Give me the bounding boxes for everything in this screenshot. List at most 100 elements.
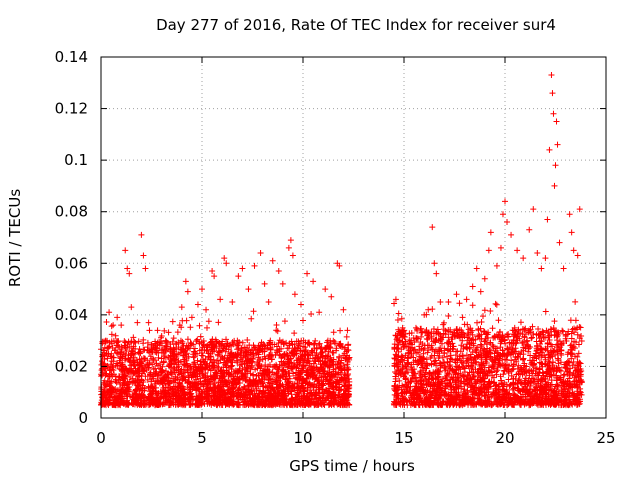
roti-point: [329, 349, 336, 356]
roti-point: [229, 339, 236, 346]
roti-point: [139, 387, 146, 394]
roti-point: [170, 375, 177, 382]
roti-point: [326, 376, 333, 383]
roti-point: [299, 401, 306, 408]
roti-point: [312, 392, 319, 399]
roti-point: [222, 348, 229, 355]
roti-point: [128, 350, 135, 357]
roti-point: [275, 389, 282, 396]
roti-point: [233, 353, 240, 360]
roti-point: [105, 388, 112, 395]
roti-point: [239, 372, 246, 379]
roti-point: [312, 376, 319, 383]
roti-point: [304, 351, 311, 358]
roti-point: [242, 398, 249, 405]
roti-point: [290, 370, 297, 377]
roti-point: [126, 378, 133, 385]
roti-point: [226, 386, 233, 393]
roti-point: [216, 392, 223, 399]
roti-point: [272, 378, 279, 385]
roti-point: [144, 347, 151, 354]
roti-point: [535, 325, 542, 332]
roti-point: [150, 388, 157, 395]
roti-point: [232, 353, 239, 360]
roti-point: [263, 401, 270, 408]
roti-point: [269, 351, 276, 358]
roti-point: [265, 376, 272, 383]
roti-point: [121, 372, 128, 379]
roti-point: [343, 354, 350, 361]
roti-point: [112, 332, 119, 339]
roti-point: [144, 361, 151, 368]
roti-point: [152, 394, 159, 401]
roti-point: [283, 339, 290, 346]
roti-point: [197, 378, 204, 385]
roti-point: [327, 400, 334, 407]
roti-point: [301, 348, 308, 355]
roti-point: [265, 355, 272, 362]
roti-point: [229, 362, 236, 369]
roti-point: [137, 350, 144, 357]
roti-point: [117, 390, 124, 397]
roti-point: [151, 371, 158, 378]
roti-point: [127, 357, 134, 364]
roti-point: [178, 346, 185, 353]
roti-point: [301, 388, 308, 395]
roti-point: [342, 372, 349, 379]
roti-point: [136, 361, 143, 368]
roti-point: [153, 400, 160, 407]
roti-point: [198, 391, 205, 398]
roti-point: [145, 394, 152, 401]
roti-point: [113, 349, 120, 356]
roti-point: [213, 370, 220, 377]
roti-point: [326, 400, 333, 407]
roti-point: [166, 362, 173, 369]
roti-point: [218, 377, 225, 384]
roti-point: [99, 358, 106, 365]
roti-point: [296, 357, 303, 364]
roti-point: [330, 329, 337, 336]
roti-point: [250, 378, 257, 385]
roti-point: [313, 384, 320, 391]
roti-point: [125, 352, 132, 359]
roti-point: [255, 383, 262, 390]
roti-point: [102, 400, 109, 407]
roti-point: [275, 373, 282, 380]
roti-point: [176, 379, 183, 386]
roti-point: [243, 377, 250, 384]
roti-point: [188, 340, 195, 347]
roti-point: [140, 355, 147, 362]
roti-point: [341, 371, 348, 378]
roti-point: [130, 362, 137, 369]
roti-point: [173, 389, 180, 396]
roti-point: [204, 385, 211, 392]
roti-point: [288, 395, 295, 402]
roti-point: [254, 365, 261, 372]
roti-point: [148, 375, 155, 382]
roti-point: [246, 358, 253, 365]
roti-point: [304, 390, 311, 397]
roti-point: [173, 340, 180, 347]
roti-point: [333, 345, 340, 352]
roti-point: [201, 374, 208, 381]
roti-point: [574, 331, 581, 338]
roti-point: [110, 386, 117, 393]
roti-point: [113, 342, 120, 349]
roti-point: [204, 324, 211, 331]
roti-point: [305, 399, 312, 406]
roti-point: [346, 401, 353, 408]
roti-point: [164, 371, 171, 378]
roti-point: [315, 353, 322, 360]
roti-point: [304, 340, 311, 347]
roti-point: [158, 347, 165, 354]
roti-point: [136, 356, 143, 363]
roti-point: [262, 368, 269, 375]
roti-point: [152, 349, 159, 356]
roti-point: [297, 370, 304, 377]
roti-point: [219, 381, 226, 388]
roti-point: [230, 398, 237, 405]
roti-point: [240, 352, 247, 359]
roti-point: [308, 382, 315, 389]
roti-point: [163, 338, 170, 345]
roti-point: [245, 351, 252, 358]
